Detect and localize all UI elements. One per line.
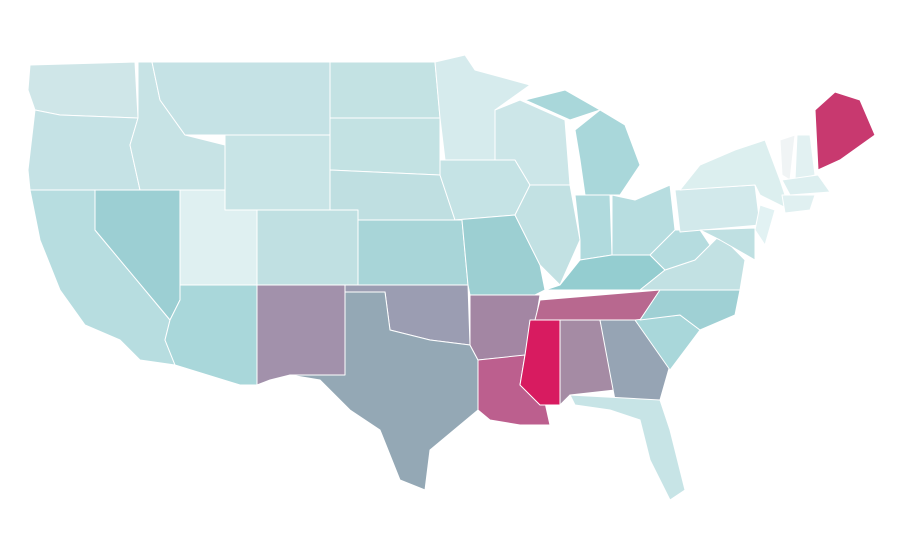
state [27, 109, 141, 191]
state [794, 134, 816, 181]
state [699, 227, 756, 261]
state [781, 194, 816, 214]
state [814, 91, 876, 171]
state [781, 174, 831, 196]
state [151, 61, 331, 136]
state [674, 184, 761, 233]
state [256, 284, 346, 386]
state [559, 319, 616, 406]
state [329, 61, 441, 119]
state [599, 319, 671, 401]
state [524, 89, 601, 121]
state [569, 394, 686, 501]
state [27, 61, 139, 119]
state [574, 194, 613, 261]
state [357, 219, 469, 286]
state [779, 134, 796, 181]
state [256, 209, 359, 286]
state [289, 291, 479, 491]
state [679, 139, 791, 211]
state [534, 289, 661, 321]
state [329, 117, 441, 176]
state [754, 204, 776, 246]
state [649, 229, 711, 271]
state [224, 134, 331, 211]
state [574, 109, 641, 196]
